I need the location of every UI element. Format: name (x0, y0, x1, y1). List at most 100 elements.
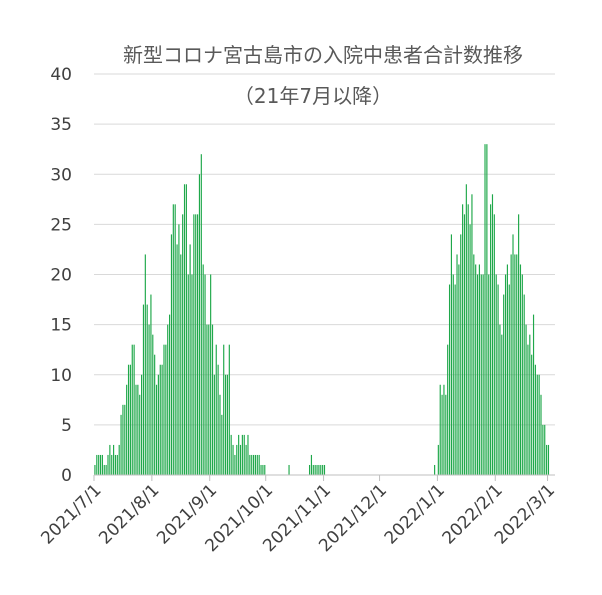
bar (476, 274, 479, 475)
bar (531, 354, 533, 475)
bar (236, 444, 238, 475)
bar (107, 454, 109, 475)
bar (521, 274, 523, 475)
bar (187, 274, 189, 475)
bar (544, 424, 546, 476)
chart-subtitle: （21年7月以降） (234, 84, 392, 108)
bar (478, 264, 480, 475)
bar (96, 454, 98, 475)
bar (547, 444, 550, 475)
bar (495, 274, 497, 475)
bar (445, 394, 447, 475)
bar (144, 254, 146, 475)
bar (516, 254, 518, 475)
bar (105, 464, 107, 475)
bar (161, 364, 163, 475)
bar (247, 434, 249, 475)
bar (316, 464, 318, 475)
bar (198, 174, 201, 475)
bar (226, 374, 229, 475)
bar (518, 214, 520, 475)
bar (482, 274, 484, 475)
bar (465, 184, 467, 475)
bar (542, 424, 544, 476)
bar (228, 344, 230, 475)
bar (484, 144, 486, 475)
bar (308, 464, 311, 475)
bar (238, 434, 240, 475)
bar (288, 464, 290, 475)
bar (514, 254, 516, 475)
bar (448, 284, 451, 475)
bar (234, 454, 236, 475)
bar (454, 284, 456, 475)
bar (204, 274, 206, 475)
bar (111, 454, 113, 475)
bar (101, 454, 103, 475)
bar (127, 364, 130, 475)
bar (512, 234, 514, 475)
y-tick-label: 35 (50, 115, 72, 135)
bar (251, 454, 253, 475)
bar (126, 384, 128, 475)
bar (163, 344, 165, 475)
bar (508, 284, 510, 475)
bar (491, 194, 494, 476)
y-tick-label: 15 (50, 316, 72, 336)
bar (157, 374, 159, 475)
bar (176, 244, 178, 475)
bar (98, 454, 100, 475)
bar (150, 294, 152, 475)
bar (527, 344, 529, 475)
bar (197, 214, 199, 475)
bar (133, 344, 135, 475)
bar (230, 434, 232, 475)
gridlines (94, 73, 555, 426)
bar (131, 344, 133, 475)
bar (189, 244, 191, 475)
bar (441, 394, 443, 475)
bar (503, 294, 505, 475)
bar (109, 444, 111, 475)
bar (519, 264, 522, 475)
bar (219, 394, 221, 475)
bar (473, 254, 475, 475)
bar (208, 324, 210, 476)
y-tick-label: 0 (61, 466, 72, 486)
bar (488, 274, 490, 475)
bar (139, 394, 141, 475)
bar (182, 214, 184, 475)
bar (172, 204, 174, 475)
bar (456, 254, 458, 475)
bar (264, 464, 266, 475)
bar (254, 454, 257, 475)
bar (239, 444, 242, 475)
bar (159, 364, 161, 475)
bar (193, 214, 195, 475)
bar (129, 364, 131, 475)
bar (253, 454, 255, 475)
bar (99, 454, 102, 475)
bar (118, 444, 120, 475)
bar (467, 204, 469, 475)
bar (124, 404, 126, 475)
bar (217, 364, 219, 475)
bar (486, 144, 488, 475)
bar (312, 464, 314, 475)
bar (202, 264, 204, 475)
bar (211, 324, 214, 476)
bar (195, 214, 197, 475)
bar (314, 464, 316, 475)
bar (510, 254, 512, 475)
bar (135, 384, 137, 475)
bar (180, 254, 182, 475)
bar (262, 464, 264, 475)
y-tick-label: 25 (50, 215, 72, 235)
bar (137, 384, 139, 475)
bar (480, 274, 482, 475)
x-tick-label: 2022/1/1 (381, 480, 449, 548)
bar (439, 384, 441, 475)
bar (103, 464, 105, 475)
bar (499, 324, 501, 476)
